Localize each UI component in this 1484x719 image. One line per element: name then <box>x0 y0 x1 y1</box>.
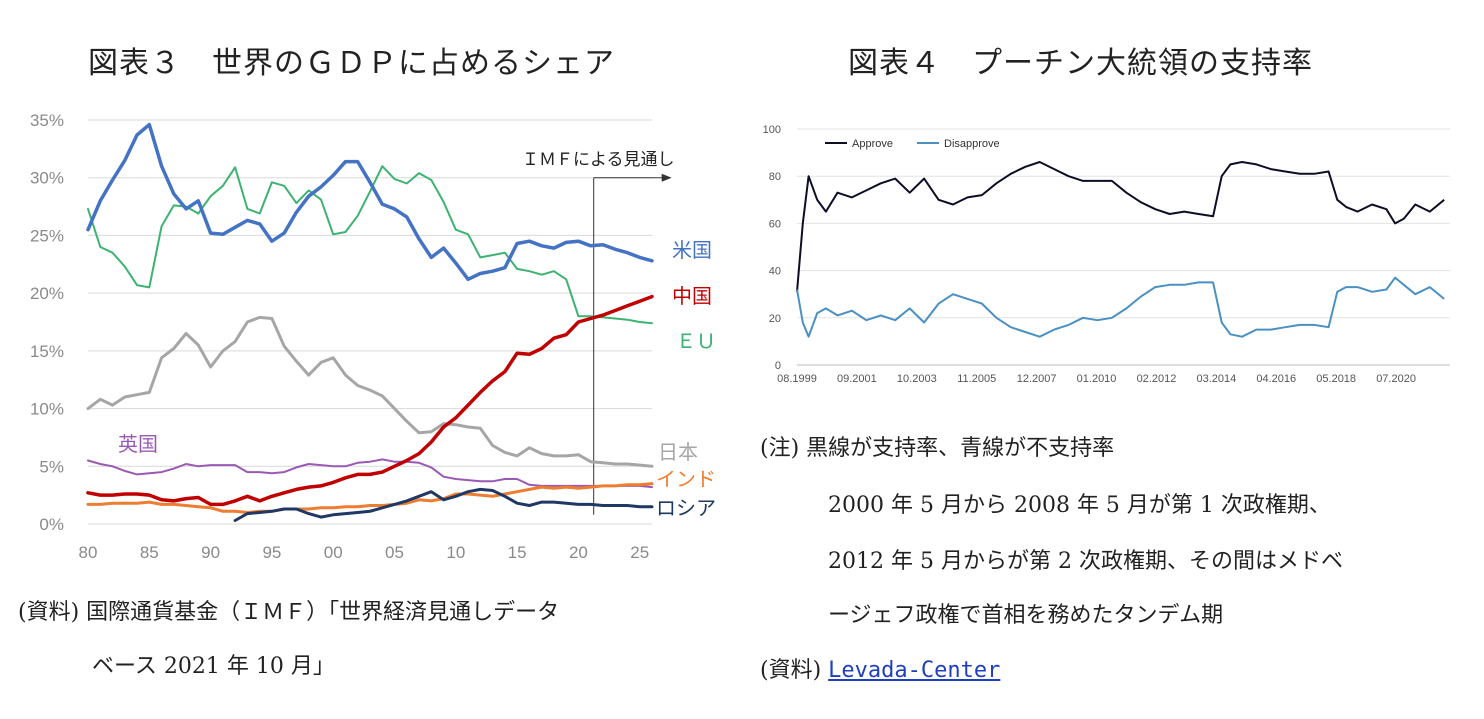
legend-label: Approve <box>852 138 893 150</box>
chart4-source-label: (資料) <box>760 658 822 683</box>
chart4-y-tick-label: 40 <box>769 266 781 278</box>
chart3-x-tick-label: 10 <box>446 543 465 562</box>
chart4-note-line4: ージェフ政権で首相を務めたタンデム期 <box>828 603 1224 628</box>
chart3-x-tick-label: 90 <box>201 543 220 562</box>
chart4-x-tick-label: 04.2016 <box>1256 373 1296 385</box>
chart3-y-ticks: 0% 5% 10% 15% 20% 25% 30% 35% <box>30 111 64 534</box>
series-label-インド: インド <box>656 467 716 491</box>
chart4-x-tick-label: 09.2001 <box>837 373 877 385</box>
chart3-source: (資料) 国際通貨基金（ＩＭＦ）「世界経済見通しデータ <box>18 594 559 626</box>
series-label-ロシア: ロシア <box>656 496 716 520</box>
projection-annotation: ＩＭＦによる見通し <box>522 150 675 170</box>
projection-arrowhead <box>661 173 672 182</box>
chart4-note-label: (注) <box>760 436 800 461</box>
chart4-y-tick-label: 20 <box>769 313 781 325</box>
chart4-y-tick-label: 100 <box>763 124 781 136</box>
chart4-series <box>796 161 1445 338</box>
series-line-米国 <box>86 122 654 282</box>
chart3-title: 図表３ 世界のＧＤＰに占めるシェア <box>88 46 615 81</box>
legend-label: Disapprove <box>944 138 1000 150</box>
chart4-gridlines <box>797 128 1450 366</box>
chart3-y-tick-label: 5% <box>39 457 64 476</box>
chart4-x-ticks: 08.1999 09.2001 10.2003 11.2005 12.2007 01.20… <box>777 373 1416 385</box>
chart3-y-tick-label: 15% <box>30 342 64 361</box>
chart3-x-tick-label: 00 <box>324 543 343 562</box>
series-label-米国: 米国 <box>672 238 712 262</box>
chart4-x-tick-label: 10.2003 <box>897 373 937 385</box>
chart4-legend: Approve Disapprove <box>825 138 1000 150</box>
chart4-x-tick-label: 05.2018 <box>1316 373 1356 385</box>
chart3-series <box>86 122 654 522</box>
chart3-x-tick-label: 15 <box>508 543 527 562</box>
chart4-x-tick-label: 12.2007 <box>1017 373 1057 385</box>
chart3-y-tick-label: 0% <box>39 515 64 534</box>
chart3-source-line2: ベース 2021 年 10 月」 <box>92 654 335 679</box>
chart3-x-tick-label: 80 <box>79 543 98 562</box>
series-line-Disapprove <box>796 276 1445 338</box>
series-label-日本: 日本 <box>658 440 698 464</box>
chart4-x-tick-label: 03.2014 <box>1196 373 1236 385</box>
series-line-Approve <box>796 161 1445 292</box>
chart3-source-text: 国際通貨基金（ＩＭＦ）「世界経済見通しデータ <box>86 600 560 625</box>
approval-chart: 0 20 40 60 80 100 08.1999 09.2001 10.2003 11.200… <box>763 124 1450 385</box>
chart4-x-tick-label: 07.2020 <box>1376 373 1416 385</box>
chart3-y-tick-label: 10% <box>30 400 64 419</box>
chart4-y-tick-label: 80 <box>769 171 781 183</box>
chart4-title: 図表４ プーチン大統領の支持率 <box>848 46 1313 81</box>
chart3-x-tick-label: 05 <box>385 543 404 562</box>
chart4-x-tick-label: 02.2012 <box>1137 373 1177 385</box>
series-label-中国: 中国 <box>672 284 712 308</box>
chart4-x-tick-label: 11.2005 <box>957 373 996 385</box>
chart4-note-line3: 2012 年 5 月からが第 2 次政権期、その間はメドベ <box>828 549 1343 574</box>
chart3-x-tick-label: 85 <box>140 543 159 562</box>
chart3-y-tick-label: 35% <box>30 111 64 130</box>
series-label-ＥＵ: ＥＵ <box>676 329 716 353</box>
gdp-share-chart: 0% 5% 10% 15% 20% 25% 30% 35% 80 85 90 95 00 05 10 15 2… <box>30 111 716 562</box>
levada-center-link[interactable]: Levada-Center <box>828 658 1001 683</box>
chart3-source-label: (資料) <box>18 600 80 625</box>
chart4-note: (注) 黒線が支持率、青線が不支持率 <box>760 430 1114 462</box>
series-line-日本 <box>86 315 654 468</box>
chart3-x-tick-label: 20 <box>569 543 588 562</box>
chart3-y-tick-label: 25% <box>30 226 64 245</box>
chart4-note-text: 黒線が支持率、青線が不支持率 <box>806 436 1115 461</box>
chart3-x-tick-label: 95 <box>262 543 281 562</box>
chart4-x-tick-label: 08.1999 <box>777 373 817 385</box>
chart3-y-tick-label: 20% <box>30 284 64 303</box>
chart3-x-ticks: 80 85 90 95 00 05 10 15 20 25 <box>79 543 650 562</box>
series-line-英国 <box>87 458 653 489</box>
chart4-y-tick-label: 60 <box>769 218 781 230</box>
chart4-note-line2: 2000 年 5 月から 2008 年 5 月が第 1 次政権期、 <box>828 493 1331 518</box>
series-line-インド <box>86 482 654 514</box>
chart4-y-ticks: 0 20 40 60 80 100 <box>763 124 781 372</box>
chart4-source: (資料) Levada-Center <box>760 652 1000 684</box>
chart3-y-tick-label: 30% <box>30 169 64 188</box>
chart3-x-tick-label: 25 <box>630 543 649 562</box>
series-line-中国 <box>86 294 654 507</box>
chart4-x-tick-label: 01.2010 <box>1077 373 1117 385</box>
series-label-英国: 英国 <box>118 432 158 456</box>
series-line-ロシア <box>233 487 654 522</box>
chart4-y-tick-label: 0 <box>775 360 781 372</box>
